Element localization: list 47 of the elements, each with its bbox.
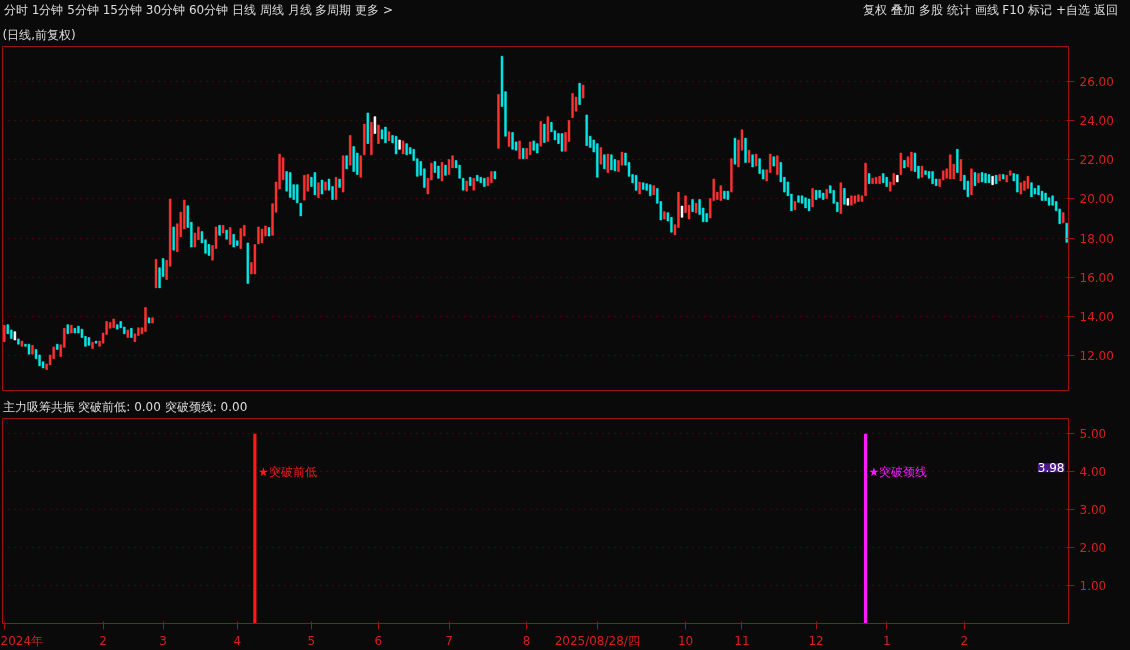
series-label: ★突破前低 <box>257 464 317 479</box>
y-tick-label: 16.00 <box>1079 270 1114 285</box>
candlestick <box>543 123 546 143</box>
x-tick-label: 12 <box>808 633 824 648</box>
y-tick-label: 12.00 <box>1079 348 1114 363</box>
candlestick <box>811 187 814 208</box>
x-tick-label: 10 <box>677 633 694 648</box>
y-tick-label: 5.00 <box>1079 427 1107 442</box>
x-tick-label: 3 <box>159 633 167 648</box>
candlestick <box>956 148 959 174</box>
candlestick <box>239 227 242 250</box>
y-tick-label: 3.00 <box>1079 503 1107 518</box>
y-tick-label: 14.00 <box>1079 309 1114 324</box>
text: 复权 叠加 多股 统计 画线 F10 标记 +自选 返回 <box>863 2 1118 19</box>
x-tick-label: 2025/08/28/四 <box>554 633 640 648</box>
y-tick-label: 1.00 <box>1079 579 1107 594</box>
x-tick-label: 2 <box>960 633 969 648</box>
series-label: ★突破颈线 <box>868 464 928 479</box>
candlestick <box>313 172 317 196</box>
candlestick <box>377 124 380 145</box>
candlestick <box>959 158 963 182</box>
x-tick-label: 5 <box>307 633 316 648</box>
y-tick-label: 22.00 <box>1079 153 1114 168</box>
x-tick-label: 4 <box>233 633 242 648</box>
candlestick <box>172 226 175 251</box>
candlestick <box>578 82 581 106</box>
y-tick-label: 18.00 <box>1079 231 1114 246</box>
y-tick-label: 26.00 <box>1079 75 1114 90</box>
x-tick-label: 1 <box>882 633 891 648</box>
candlestick <box>776 155 779 176</box>
x-tick-label: 11 <box>734 633 750 648</box>
x-tick-label: 7 <box>445 633 453 648</box>
y-tick-label: 4.00 <box>1079 465 1107 480</box>
x-tick-label: 2 <box>99 633 107 648</box>
annotation: 3.98 <box>1037 461 1065 476</box>
y-tick-label: 2.00 <box>1079 541 1107 556</box>
candlestick <box>1065 222 1068 243</box>
text: 分时 1分钟 5分钟 15分钟 30分钟 60分钟 日线 周线 月线 多周期 更多 > <box>4 2 394 19</box>
chart-title: 主力吸筹共振 突破前低: 0.00 突破颈线: 0.00 <box>2 399 248 414</box>
x-tick-label: 2024年 <box>0 633 44 648</box>
x-tick-label: 6 <box>374 633 383 648</box>
candlestick <box>359 155 362 178</box>
candlestick <box>910 151 913 172</box>
chart-title: (日线,前复权) <box>2 27 76 42</box>
y-tick-label: 20.00 <box>1079 192 1114 207</box>
y-tick-label: 24.00 <box>1079 114 1114 129</box>
x-tick-label: 8 <box>522 633 531 648</box>
